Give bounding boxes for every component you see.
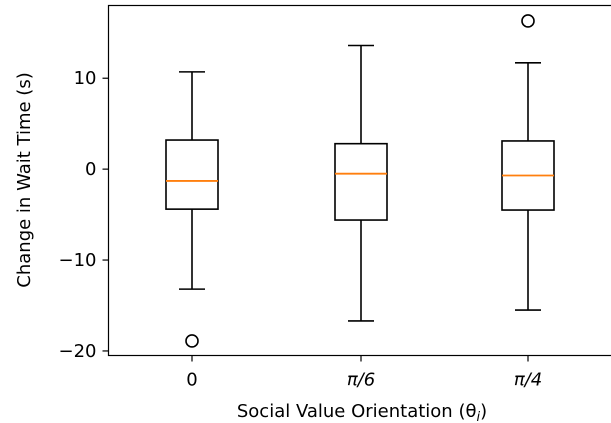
iqr-box [165,139,219,210]
x-axis: 0 π/6 π/4 [186,355,542,391]
x-axis-label-main: Social Value Orientation (θ [237,401,477,422]
y-axis-label: Change in Wait Time (s) [14,72,35,287]
y-axis: −20 −10 0 10 [59,68,109,362]
x-tick-label: 0 [186,370,197,391]
box-group [334,44,388,322]
y-tick-label: 10 [74,68,97,89]
x-tick-label: π/6 [347,370,375,391]
outlier-point [521,14,535,28]
x-tick-label: π/4 [514,370,542,391]
y-tick-label: 0 [85,159,96,180]
y-tick-label: −10 [59,250,97,271]
box-group [165,71,219,348]
box-group [501,14,555,311]
y-tick-label: −20 [59,341,97,362]
x-axis-label-close: ) [480,401,487,422]
boxes-layer [165,14,555,348]
iqr-box [334,142,388,221]
x-axis-label: Social Value Orientation (θi) [237,401,487,423]
plot-area-frame [107,4,611,357]
outlier-point [185,334,199,348]
x-axis-label-subscript: i [476,410,480,423]
